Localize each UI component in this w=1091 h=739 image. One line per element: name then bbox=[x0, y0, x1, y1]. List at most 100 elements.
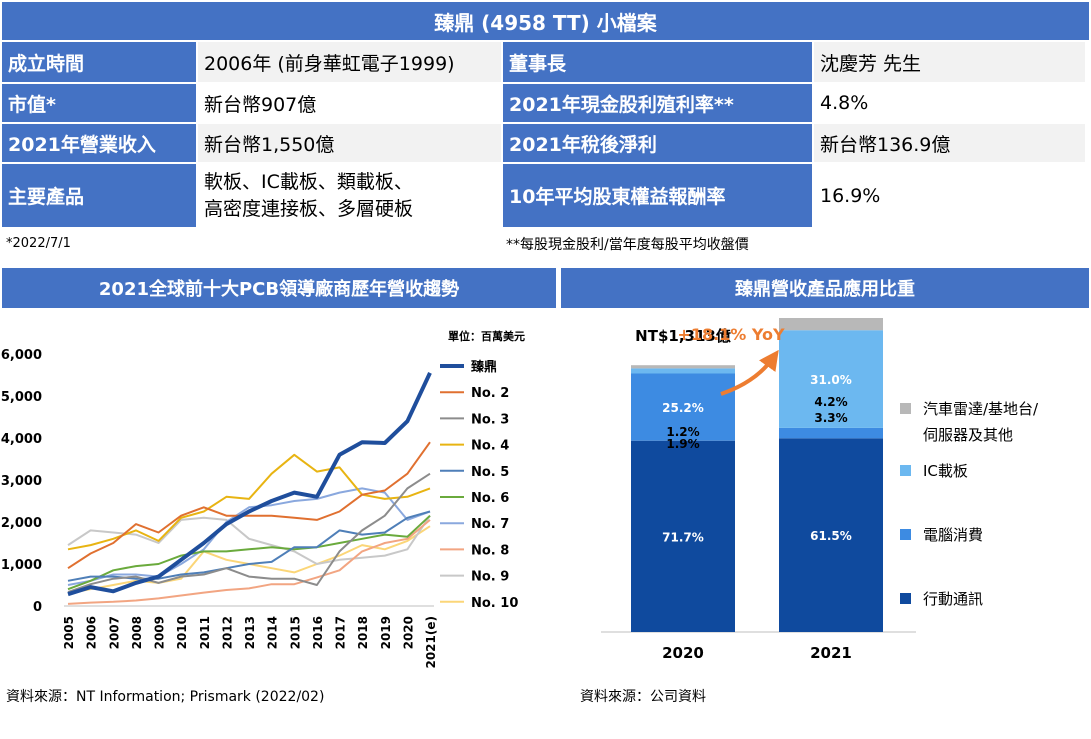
series-line-4 bbox=[67, 453, 431, 551]
pcb-revenue-line-chart: 單位：百萬美元 0 1,000 2,000 3,000 4,000 5,000 6,000 20… bbox=[1, 329, 525, 669]
legend-label: No. 9 bbox=[471, 570, 509, 585]
y-tick-label: 3,000 bbox=[1, 474, 42, 489]
page-title: 臻鼎 (4958 TT) 小檔案 bbox=[2, 2, 1089, 40]
yield-value: 4.8% bbox=[814, 84, 1085, 122]
bar-segment bbox=[779, 330, 883, 428]
x-tick-label: 2008 bbox=[130, 616, 144, 649]
legend-swatch bbox=[900, 403, 911, 414]
x-tick-label: 2011 bbox=[198, 616, 212, 649]
legend-swatch bbox=[900, 529, 911, 540]
x-tick-label: 2007 bbox=[107, 616, 121, 649]
bar-segment bbox=[779, 438, 883, 632]
legend-swatch bbox=[900, 593, 911, 604]
series-line-9 bbox=[67, 515, 431, 565]
legend-label: No. 5 bbox=[471, 465, 509, 480]
x-tick-label: 2016 bbox=[311, 616, 325, 649]
x-tick-label: 2005 bbox=[62, 616, 76, 649]
founded-value: 2006年 (前身華虹電子1999) bbox=[198, 42, 501, 82]
y-tick-label: 4,000 bbox=[1, 432, 42, 447]
x-tick-label: 2006 bbox=[85, 616, 99, 649]
bar-value-label: 71.7% bbox=[662, 530, 704, 544]
x-category-label: 2021 bbox=[810, 644, 852, 662]
yield-label: 2021年現金股利殖利率** bbox=[503, 84, 812, 122]
bar-segment bbox=[779, 318, 883, 331]
products-line-2: 高密度連接板、多層硬板 bbox=[204, 197, 414, 220]
bar-segment bbox=[631, 368, 735, 374]
revenue-label: 2021年營業收入 bbox=[2, 124, 196, 162]
legend-label: 行動通訊 bbox=[923, 590, 983, 608]
growth-label: +18.1% YoY bbox=[677, 325, 785, 344]
unit-label: 單位：百萬美元 bbox=[448, 329, 525, 343]
bar-value-label: 31.0% bbox=[810, 373, 852, 387]
legend-label: 伺服器及其他 bbox=[923, 426, 1013, 444]
legend-label: No. 10 bbox=[471, 596, 518, 611]
mktcap-value: 新台幣907億 bbox=[198, 84, 501, 122]
y-tick-label: 5,000 bbox=[1, 390, 42, 405]
roe-label: 10年平均股東權益報酬率 bbox=[503, 164, 812, 227]
series-line-6 bbox=[67, 514, 431, 591]
roe-value: 16.9% bbox=[814, 164, 1085, 227]
bar-value-label: 1.9% bbox=[666, 437, 699, 451]
series-line-8 bbox=[67, 519, 431, 605]
x-tick-label: 2014 bbox=[266, 616, 280, 649]
legend-label: IC載板 bbox=[923, 462, 968, 480]
x-tick-label: 2015 bbox=[288, 616, 302, 649]
bar-value-label: 25.2% bbox=[662, 401, 704, 415]
bar-value-label: 4.2% bbox=[814, 395, 847, 409]
x-category-label: 2020 bbox=[662, 644, 704, 662]
profile-table: 成立時間 2006年 (前身華虹電子1999) 董事長 沈慶芳 先生 市值* 新… bbox=[0, 40, 1087, 229]
y-tick-label: 6,000 bbox=[1, 348, 42, 363]
legend-label: No. 4 bbox=[471, 439, 509, 454]
bar-segment bbox=[631, 365, 735, 369]
legend-label: No. 2 bbox=[471, 386, 509, 401]
yield-note: **每股現金股利/當年度每股平均收盤價 bbox=[506, 237, 749, 253]
chairman-value: 沈慶芳 先生 bbox=[814, 42, 1085, 82]
founded-label: 成立時間 bbox=[2, 42, 196, 82]
x-tick-label: 2017 bbox=[334, 616, 348, 649]
x-tick-label: 2018 bbox=[356, 616, 370, 649]
products-line-1: 軟板、IC載板、類載板、 bbox=[204, 170, 413, 193]
bar-total-label: NT$1,313億 bbox=[635, 327, 731, 345]
right-section-title: 臻鼎營收產品應用比重 bbox=[561, 268, 1089, 308]
x-tick-label: 2009 bbox=[153, 616, 167, 649]
bar-segment bbox=[631, 373, 735, 441]
legend-label: 臻鼎 bbox=[471, 359, 497, 375]
product-mix-bar-chart: 71.7%25.2%2020NT$1,313億61.5%31.0%2021NT$… bbox=[601, 318, 1039, 662]
x-tick-label: 2010 bbox=[175, 616, 189, 649]
products-label: 主要產品 bbox=[2, 164, 196, 227]
growth-arrow bbox=[720, 349, 779, 396]
y-tick-label: 1,000 bbox=[1, 558, 42, 573]
mktcap-label: 市值* bbox=[2, 84, 196, 122]
series-line-2 bbox=[67, 441, 431, 570]
left-section-title: 2021全球前十大PCB領導廠商歷年營收趨勢 bbox=[2, 268, 556, 308]
bar-value-label: 61.5% bbox=[810, 529, 852, 543]
legend-label: No. 8 bbox=[471, 543, 509, 558]
bar-value-label: 1.2% bbox=[666, 425, 699, 439]
legend-label: 汽車雷達/基地台/ bbox=[923, 400, 1039, 418]
legend-label: 電腦消費 bbox=[923, 526, 983, 544]
x-tick-label: 2021(e) bbox=[424, 616, 438, 669]
chairman-label: 董事長 bbox=[503, 42, 812, 82]
left-source-note: 資料來源：NT Information; Prismark (2022/02) bbox=[6, 689, 325, 705]
bar-value-label: 3.3% bbox=[814, 411, 847, 425]
legend-label: No. 7 bbox=[471, 517, 509, 532]
series-line-3 bbox=[67, 472, 431, 594]
x-tick-label: 2019 bbox=[379, 616, 393, 649]
netprofit-label: 2021年稅後淨利 bbox=[503, 124, 812, 162]
legend-swatch bbox=[900, 465, 911, 476]
bar-segment bbox=[631, 440, 735, 632]
right-source-note: 資料來源：公司資料 bbox=[580, 689, 706, 705]
x-tick-label: 2020 bbox=[401, 616, 415, 649]
legend-label: No. 3 bbox=[471, 412, 509, 427]
y-tick-label: 0 bbox=[33, 600, 42, 615]
products-value: 軟板、IC載板、類載板、 高密度連接板、多層硬板 bbox=[198, 164, 501, 227]
series-line-7 bbox=[67, 487, 431, 586]
netprofit-value: 新台幣136.9億 bbox=[814, 124, 1085, 162]
x-tick-label: 2013 bbox=[243, 616, 257, 649]
legend-label: No. 6 bbox=[471, 491, 509, 506]
y-tick-label: 2,000 bbox=[1, 516, 42, 531]
market-cap-note: *2022/7/1 bbox=[6, 236, 71, 251]
x-tick-label: 2012 bbox=[220, 616, 234, 649]
bar-segment bbox=[779, 427, 883, 439]
revenue-value: 新台幣1,550億 bbox=[198, 124, 501, 162]
